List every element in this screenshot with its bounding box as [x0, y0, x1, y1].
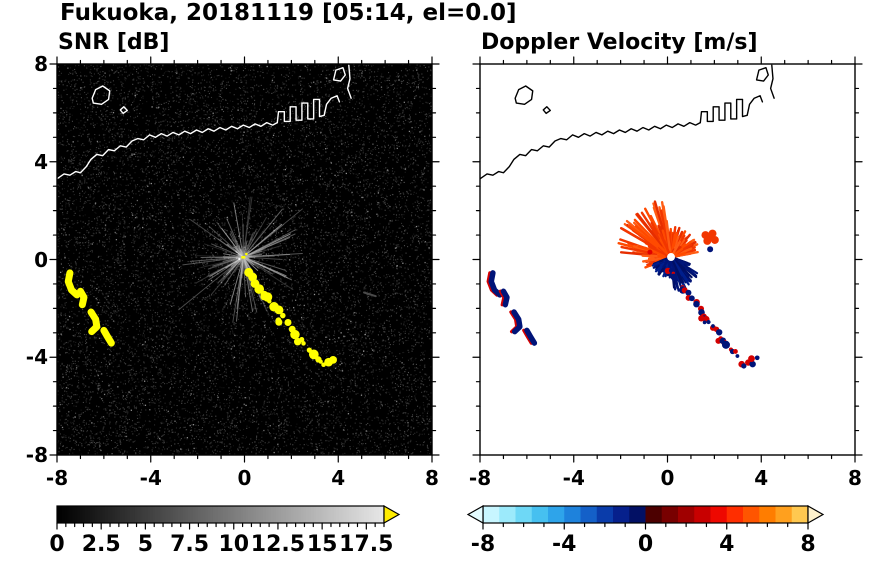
panel-title-velocity: Doppler Velocity [m/s]: [481, 30, 758, 55]
panel-title-snr: SNR [dB]: [58, 30, 170, 55]
figure-title: Fukuoka, 20181119 [05:14, el=0.0]: [60, 0, 517, 26]
